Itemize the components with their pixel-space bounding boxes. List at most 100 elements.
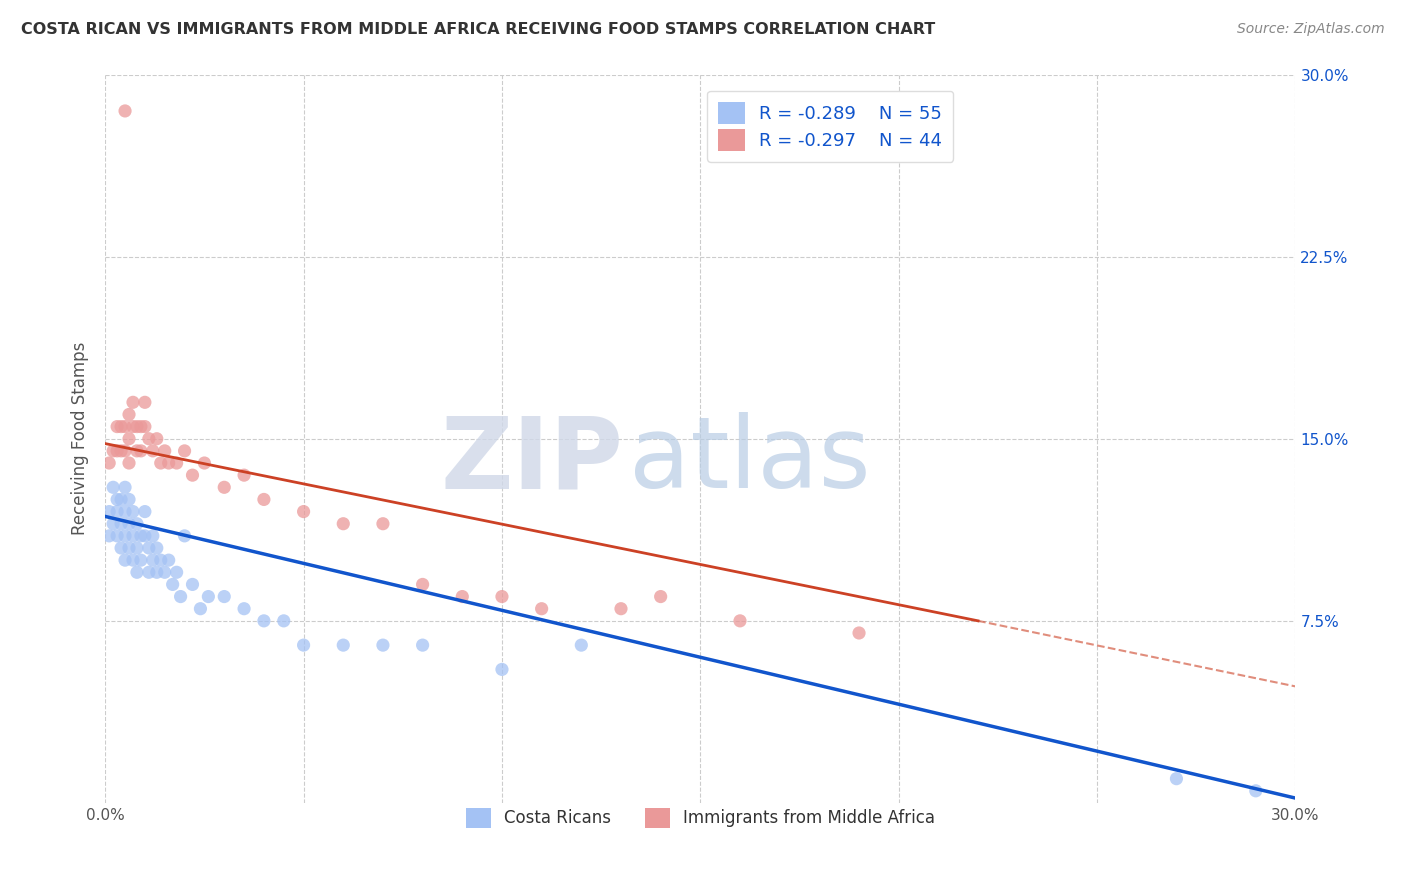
Point: [114, 505, 136, 519]
Point: [332, 516, 354, 531]
Point: [190, 601, 212, 615]
Point: [157, 456, 180, 470]
Point: [118, 432, 141, 446]
Point: [371, 516, 394, 531]
Point: [114, 419, 136, 434]
Point: [110, 443, 132, 458]
Point: [233, 468, 256, 483]
Point: [118, 516, 141, 531]
Point: [173, 443, 195, 458]
Point: [146, 432, 169, 446]
Point: [253, 492, 276, 507]
Point: [134, 505, 156, 519]
Point: [728, 614, 751, 628]
Point: [125, 419, 148, 434]
Point: [129, 443, 152, 458]
Point: [491, 590, 513, 604]
Y-axis label: Receiving Food Stamps: Receiving Food Stamps: [72, 342, 89, 535]
Point: [98, 529, 121, 543]
Point: [233, 601, 256, 615]
Point: [1244, 784, 1267, 798]
Point: [212, 590, 235, 604]
Point: [98, 456, 121, 470]
Point: [105, 505, 128, 519]
Point: [125, 566, 148, 580]
Point: [138, 566, 160, 580]
Point: [98, 505, 121, 519]
Point: [122, 529, 145, 543]
Legend: Costa Ricans, Immigrants from Middle Africa: Costa Ricans, Immigrants from Middle Afr…: [460, 801, 942, 835]
Point: [157, 553, 180, 567]
Point: [193, 456, 215, 470]
Point: [610, 601, 633, 615]
Point: [134, 529, 156, 543]
Point: [292, 638, 315, 652]
Point: [530, 601, 553, 615]
Point: [110, 541, 132, 555]
Point: [253, 614, 276, 628]
Point: [110, 492, 132, 507]
Point: [412, 577, 434, 591]
Point: [118, 541, 141, 555]
Point: [181, 577, 204, 591]
Point: [105, 419, 128, 434]
Point: [105, 529, 128, 543]
Point: [181, 468, 204, 483]
Point: [173, 529, 195, 543]
Point: [149, 456, 172, 470]
Point: [101, 443, 124, 458]
Point: [142, 553, 165, 567]
Point: [122, 553, 145, 567]
Point: [129, 419, 152, 434]
Point: [134, 419, 156, 434]
Point: [114, 529, 136, 543]
Point: [848, 626, 870, 640]
Point: [212, 480, 235, 494]
Point: [129, 529, 152, 543]
Point: [149, 553, 172, 567]
Point: [114, 553, 136, 567]
Point: [273, 614, 295, 628]
Point: [371, 638, 394, 652]
Point: [138, 432, 160, 446]
Point: [146, 541, 169, 555]
Point: [122, 419, 145, 434]
Point: [153, 443, 176, 458]
Point: [118, 456, 141, 470]
Text: atlas: atlas: [628, 412, 870, 509]
Point: [169, 590, 191, 604]
Point: [138, 541, 160, 555]
Point: [125, 516, 148, 531]
Point: [166, 456, 188, 470]
Point: [101, 516, 124, 531]
Point: [110, 419, 132, 434]
Point: [491, 662, 513, 676]
Point: [129, 553, 152, 567]
Point: [292, 505, 315, 519]
Point: [122, 395, 145, 409]
Point: [105, 492, 128, 507]
Point: [125, 541, 148, 555]
Point: [114, 443, 136, 458]
Point: [142, 443, 165, 458]
Point: [105, 443, 128, 458]
Point: [125, 443, 148, 458]
Point: [114, 480, 136, 494]
Point: [166, 566, 188, 580]
Point: [114, 103, 136, 118]
Point: [451, 590, 474, 604]
Text: ZIP: ZIP: [440, 412, 623, 509]
Point: [118, 408, 141, 422]
Point: [569, 638, 592, 652]
Point: [197, 590, 219, 604]
Point: [332, 638, 354, 652]
Point: [153, 566, 176, 580]
Point: [142, 529, 165, 543]
Point: [412, 638, 434, 652]
Point: [110, 516, 132, 531]
Point: [162, 577, 184, 591]
Point: [650, 590, 672, 604]
Point: [118, 492, 141, 507]
Point: [101, 480, 124, 494]
Point: [1166, 772, 1188, 786]
